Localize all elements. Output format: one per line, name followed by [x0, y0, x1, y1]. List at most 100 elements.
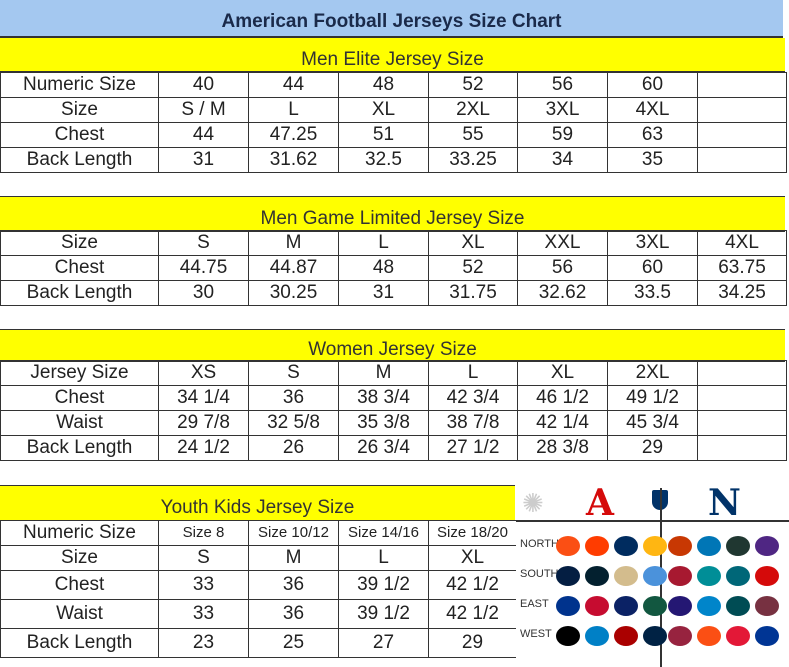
row-label: Size [0, 97, 159, 123]
team-logo-icon [755, 566, 779, 586]
table-cell: 36 [248, 385, 339, 411]
row-label: Back Length [0, 280, 159, 306]
table-row: Chest 34 1/4 36 38 3/4 42 3/4 46 1/2 49 1/2 [0, 385, 787, 411]
table-cell: Size 18/20 [428, 520, 517, 546]
nfl-logo-panel: ✺ A N NORTH SOUTH EAST WEST [516, 482, 789, 667]
table-cell: 26 3/4 [338, 435, 429, 461]
table-cell [697, 385, 787, 411]
team-logo-icon [668, 536, 692, 556]
team-logo-icon [668, 566, 692, 586]
table-cell: S / M [158, 97, 249, 123]
table-cell: 24 1/2 [158, 435, 249, 461]
table-cell: 36 [248, 570, 339, 600]
team-logo-icon [726, 626, 750, 646]
team-logo-icon [643, 596, 667, 616]
table-cell: 40 [158, 72, 249, 98]
team-logo-icon [556, 536, 580, 556]
table-cell: S [158, 230, 249, 256]
table-cell: 31.62 [248, 147, 339, 173]
table-cell: 34.25 [697, 280, 787, 306]
row-label: Back Length [0, 628, 159, 658]
row-label: Size [0, 545, 159, 571]
table-cell: L [428, 360, 518, 386]
table-cell: 36 [248, 599, 339, 629]
table-cell: Size 14/16 [338, 520, 429, 546]
row-label: Back Length [0, 435, 159, 461]
youth-heading: Youth Kids Jersey Size [0, 485, 515, 521]
team-logo-icon [697, 596, 721, 616]
row-label: Numeric Size [0, 520, 159, 546]
team-logo-icon [668, 596, 692, 616]
table-row: Numeric Size 40 44 48 52 56 60 [0, 72, 787, 98]
division-label: SOUTH [520, 568, 559, 580]
row-label: Chest [0, 122, 159, 148]
table-cell: 55 [428, 122, 518, 148]
table-cell: 31 [158, 147, 249, 173]
table-cell: 42 1/2 [428, 570, 517, 600]
table-cell: M [248, 230, 339, 256]
men-elite-table: Numeric Size 40 44 48 52 56 60 Size S / M L XL 2XL 3… [0, 72, 787, 173]
table-row: Size S M L XL [0, 545, 517, 571]
table-cell: M [338, 360, 429, 386]
team-logo-icon [643, 626, 667, 646]
table-cell: 60 [607, 255, 698, 281]
team-logo-icon [585, 566, 609, 586]
team-logo-icon [556, 626, 580, 646]
table-cell: 29 [428, 628, 517, 658]
table-cell [697, 147, 787, 173]
table-cell: 2XL [428, 97, 518, 123]
men-game-table: Size S M L XL XXL 3XL 4XL Chest 44.75 44.87 48 52 56 6… [0, 230, 787, 306]
table-row: Chest 44 47.25 51 55 59 63 [0, 122, 787, 148]
table-cell: 2XL [607, 360, 698, 386]
table-cell: 23 [158, 628, 249, 658]
table-cell: 44 [158, 122, 249, 148]
table-row: Chest 33 36 39 1/2 42 1/2 [0, 570, 517, 600]
table-cell: 33.25 [428, 147, 518, 173]
table-cell: L [248, 97, 339, 123]
table-row: Back Length 23 25 27 29 [0, 628, 517, 658]
table-cell: L [338, 230, 429, 256]
team-logo-icon [726, 536, 750, 556]
table-cell [697, 435, 787, 461]
table-cell: 56 [517, 255, 608, 281]
table-cell: S [158, 545, 249, 571]
table-cell: XL [428, 230, 518, 256]
table-cell: 35 [607, 147, 698, 173]
table-cell: 52 [428, 255, 518, 281]
table-cell: 33.5 [607, 280, 698, 306]
table-cell: 28 3/8 [517, 435, 608, 461]
table-cell: M [248, 545, 339, 571]
team-logo-icon [726, 596, 750, 616]
table-cell: 32.5 [338, 147, 429, 173]
table-cell: 59 [517, 122, 608, 148]
table-cell: 32 5/8 [248, 410, 339, 436]
table-cell: XXL [517, 230, 608, 256]
row-label: Chest [0, 385, 159, 411]
row-label: Chest [0, 570, 159, 600]
table-cell [697, 410, 787, 436]
team-logo-icon [614, 596, 638, 616]
table-row: Chest 44.75 44.87 48 52 56 60 63.75 [0, 255, 787, 281]
table-cell [697, 122, 787, 148]
row-label: Jersey Size [0, 360, 159, 386]
table-cell: 29 [607, 435, 698, 461]
table-cell: Size 10/12 [248, 520, 339, 546]
table-cell: XL [517, 360, 608, 386]
table-cell: 39 1/2 [338, 570, 429, 600]
team-logo-icon [585, 536, 609, 556]
star-icon: ✺ [522, 488, 544, 518]
table-cell: 42 3/4 [428, 385, 518, 411]
table-cell: 33 [158, 599, 249, 629]
team-logo-icon [614, 536, 638, 556]
table-row: Back Length 31 31.62 32.5 33.25 34 35 [0, 147, 787, 173]
table-cell: 3XL [517, 97, 608, 123]
team-logo-icon [755, 536, 779, 556]
team-logo-icon [697, 626, 721, 646]
table-cell: 29 7/8 [158, 410, 249, 436]
row-label: Waist [0, 410, 159, 436]
table-cell: 45 3/4 [607, 410, 698, 436]
table-cell: 63 [607, 122, 698, 148]
table-cell: 25 [248, 628, 339, 658]
table-cell: 46 1/2 [517, 385, 608, 411]
team-logo-icon [755, 596, 779, 616]
